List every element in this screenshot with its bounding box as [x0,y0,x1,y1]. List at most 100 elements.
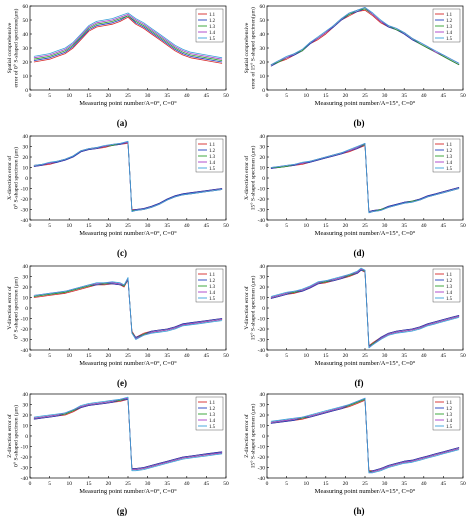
x-tick-label: 40 [421,353,427,359]
y-tick-label: 10 [23,296,29,302]
panel-label-h: (h) [353,506,365,516]
x-tick-label: 40 [184,353,190,359]
legend-label: 1.1 [209,13,216,18]
x-tick-label: 30 [145,353,151,359]
y-tick-label: 10 [260,166,266,172]
legend-box [432,138,461,173]
y-axis-label-line: 0° S-shaped specimen (μm) [12,147,19,209]
legend-label: 1.2 [209,149,216,154]
series-line-1-5 [270,397,460,474]
y-tick-label: 0 [25,434,28,440]
y-tick-label: -30 [258,208,266,214]
series-line-1-5 [270,143,460,214]
x-tick-label: 20 [343,481,349,487]
x-tick-label: 30 [145,223,151,229]
legend-label: 1.4 [209,291,216,296]
x-axis-label: Measuring point number/A=0°, C=0° [79,360,177,367]
x-tick-label: 50 [223,223,229,229]
panel-e: 0 5 10 15 20 25 30 35 40 45 50 -40 -30 -20 -10 0 10 20 30 4… [0,260,237,390]
y-axis-label: Y-direction error of0° S-shaped specimen… [6,277,19,339]
legend-label: 1.3 [209,155,216,160]
legend-label: 1.2 [209,279,216,284]
y-tick-label: 40 [260,134,266,140]
y-tick-label: 50 [260,18,266,24]
legend-label: 1.4 [446,419,453,424]
legend-box [195,8,224,43]
y-tick-label: 10 [23,166,29,172]
y-axis-label: Z-direction error of0° S-shaped specimen… [6,405,19,467]
y-axis-label-line: 15° S-shaped specimen (μm) [249,145,256,210]
x-tick-label: 30 [382,481,388,487]
x-tick-label: 50 [460,223,466,229]
x-axis-label: Measuring point number/A=15°, C=0° [315,230,416,237]
x-tick-label: 0 [29,223,32,229]
x-axis-label: Measuring point number/A=0°, C=0° [79,100,177,107]
y-tick-label: 40 [23,264,29,270]
y-tick-label: 0 [262,176,265,182]
legend-box [432,268,461,303]
y-axis-label: Spatial comprehensiveerror of 0° S-shape… [7,8,19,87]
x-tick-label: 40 [184,481,190,487]
y-tick-label: -30 [258,466,266,472]
legend-label: 1.2 [209,19,216,24]
y-tick-label: -30 [258,338,266,344]
panel-d: 0 5 10 15 20 25 30 35 40 45 50 -40 -30 -20 -10 0 10 20 30 4… [237,130,474,260]
y-tick-label: 40 [23,32,29,38]
x-tick-label: 40 [184,93,190,99]
legend-box [195,396,224,431]
series-line-1-3 [33,15,223,61]
y-tick-label: -20 [258,327,266,333]
y-tick-label: 30 [23,46,29,52]
legend-label: 1.3 [209,413,216,418]
y-axis-label: Y-direction error of15° S-shaped specime… [243,275,256,340]
y-tick-label: 30 [23,275,29,281]
y-axis-label: X-direction error of15° S-shaped specime… [243,145,256,210]
x-tick-label: 35 [401,353,407,359]
y-tick-label: -10 [258,317,266,323]
y-axis-label-line: error of 15° S-shaped specimen(μm) [249,7,256,89]
y-tick-label: 30 [260,275,266,281]
y-tick-label: 20 [260,60,266,66]
y-tick-label: -30 [21,208,29,214]
x-tick-label: 15 [323,353,329,359]
y-tick-label: -30 [21,338,29,344]
y-tick-label: -30 [21,466,29,472]
y-tick-label: 50 [23,18,29,24]
legend-label: 1.1 [446,401,453,406]
panel-label-g: (g) [116,506,128,516]
x-tick-label: 20 [106,93,112,99]
x-tick-label: 25 [362,223,368,229]
x-tick-label: 15 [323,223,329,229]
x-tick-label: 25 [125,223,131,229]
legend-label: 1.2 [209,407,216,412]
y-tick-label: -10 [258,187,266,193]
x-tick-label: 15 [86,223,92,229]
legend-label: 1.1 [446,13,453,18]
y-tick-label: -20 [21,327,29,333]
series-line-1-5 [33,140,223,212]
x-tick-label: 0 [29,93,32,99]
panel-label-b: (b) [353,118,365,128]
y-tick-label: 60 [260,4,266,10]
x-tick-label: 50 [460,481,466,487]
x-tick-label: 5 [48,353,51,359]
legend-label: 1.5 [446,425,453,430]
x-tick-label: 5 [48,93,51,99]
x-axis-label: Measuring point number/A=15°, C=0° [315,360,416,367]
y-tick-label: 60 [23,4,29,10]
x-tick-label: 0 [266,481,269,487]
panel-c: 0 5 10 15 20 25 30 35 40 45 50 -40 -30 -20 -10 0 10 20 30 4… [0,130,237,260]
panel-label-a: (a) [116,118,128,128]
y-tick-label: 0 [262,88,265,94]
y-tick-label: -10 [258,445,266,451]
x-tick-label: 5 [285,93,288,99]
x-tick-label: 0 [29,353,32,359]
x-tick-label: 10 [303,353,309,359]
series-line-1-5 [33,277,223,340]
y-tick-label: -10 [21,317,29,323]
y-tick-label: -40 [258,218,266,224]
y-axis-label-line: 15° S-shaped specimen (μm) [249,275,256,340]
chart-f: 0 5 10 15 20 25 30 35 40 45 50 -40 -30 -20 -10 0 10 20 30 4… [243,264,466,367]
x-tick-label: 45 [204,353,210,359]
x-tick-label: 5 [48,481,51,487]
